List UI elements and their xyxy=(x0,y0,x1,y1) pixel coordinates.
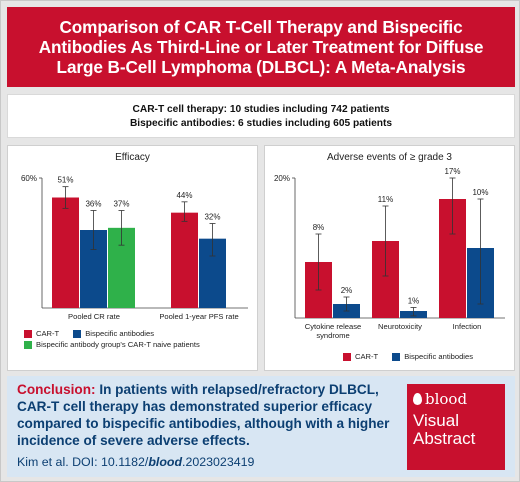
studies-cart: CAR-T cell therapy: 10 studies including… xyxy=(132,103,390,115)
data-label: 36% xyxy=(85,200,101,209)
data-label: 37% xyxy=(113,200,129,209)
data-label: 11% xyxy=(378,195,393,204)
bar xyxy=(171,212,198,308)
legend-swatch-naive xyxy=(24,340,32,349)
y-tick-label: 20% xyxy=(274,174,290,183)
legend-item-cart: CAR-T Bispecific antibodies xyxy=(24,329,200,338)
legend-item-ae: CAR-T Bispecific antibodies xyxy=(343,352,473,361)
efficacy-chart: 60% 51% 36% 37% Pooled CR rate 44% 32% Pooled 1… xyxy=(21,174,248,321)
data-label: 32% xyxy=(204,213,220,222)
blood-logo: blood xyxy=(413,390,499,408)
studies-summary: CAR-T cell therapy: 10 studies including… xyxy=(7,94,515,138)
citation: Kim et al. DOI: 10.1182/blood.2023023419 xyxy=(17,455,255,469)
adverse-events-legend: CAR-T Bispecific antibodies xyxy=(343,352,473,363)
legend-item-naive: Bispecific antibody group's CAR-T naive … xyxy=(24,340,200,349)
legend-swatch-cart xyxy=(24,329,32,338)
conclusion-box: Conclusion: In patients with relapsed/re… xyxy=(7,376,515,477)
y-tick-label: 60% xyxy=(21,174,37,183)
x-tick-label: Pooled 1-year PFS rate xyxy=(159,312,238,321)
x-tick-label: Cytokine release xyxy=(305,322,362,331)
x-tick-label: Infection xyxy=(453,322,482,331)
conclusion-body: In patients with relapsed/refractory DLB… xyxy=(17,382,390,448)
data-label: 10% xyxy=(472,188,488,197)
data-label: 44% xyxy=(176,191,192,200)
data-label: 51% xyxy=(57,176,73,185)
adverse-events-panel: Adverse events of ≥ grade 3 20% 8% 2% Cytok… xyxy=(264,145,515,371)
efficacy-panel: Efficacy 60% 51% 36% 37% Pooled CR rate 44% 32… xyxy=(7,145,258,371)
data-label: 8% xyxy=(313,223,325,232)
x-tick-label: syndrome xyxy=(316,331,349,340)
blood-visual-abstract-badge: blood Visual Abstract xyxy=(407,384,505,470)
legend-swatch-cart xyxy=(343,352,351,361)
legend-swatch-bispecific xyxy=(392,352,401,361)
efficacy-title: Efficacy xyxy=(115,152,150,163)
efficacy-legend: CAR-T Bispecific antibodies Bispecific a… xyxy=(24,329,200,351)
studies-bispecific: Bispecific antibodies: 6 studies includi… xyxy=(129,117,393,129)
badge-line-2: Abstract xyxy=(413,429,476,448)
x-tick-label: Neurotoxicity xyxy=(378,322,422,331)
data-label: 1% xyxy=(408,297,420,306)
title-banner: Comparison of CAR T-Cell Therapy and Bis… xyxy=(7,7,515,87)
blood-drop-icon xyxy=(413,393,422,405)
conclusion-text: Conclusion: In patients with relapsed/re… xyxy=(17,381,397,449)
badge-line-1: Visual xyxy=(413,411,459,430)
adverse-events-title: Adverse events of ≥ grade 3 xyxy=(326,152,452,163)
legend-swatch-bispecific xyxy=(73,329,82,338)
bar xyxy=(52,197,79,308)
data-label: 17% xyxy=(444,167,460,176)
conclusion-lead: Conclusion: xyxy=(17,382,96,397)
page-title: Comparison of CAR T-Cell Therapy and Bis… xyxy=(38,17,484,77)
x-tick-label: Pooled CR rate xyxy=(68,312,120,321)
data-label: 2% xyxy=(341,286,353,295)
